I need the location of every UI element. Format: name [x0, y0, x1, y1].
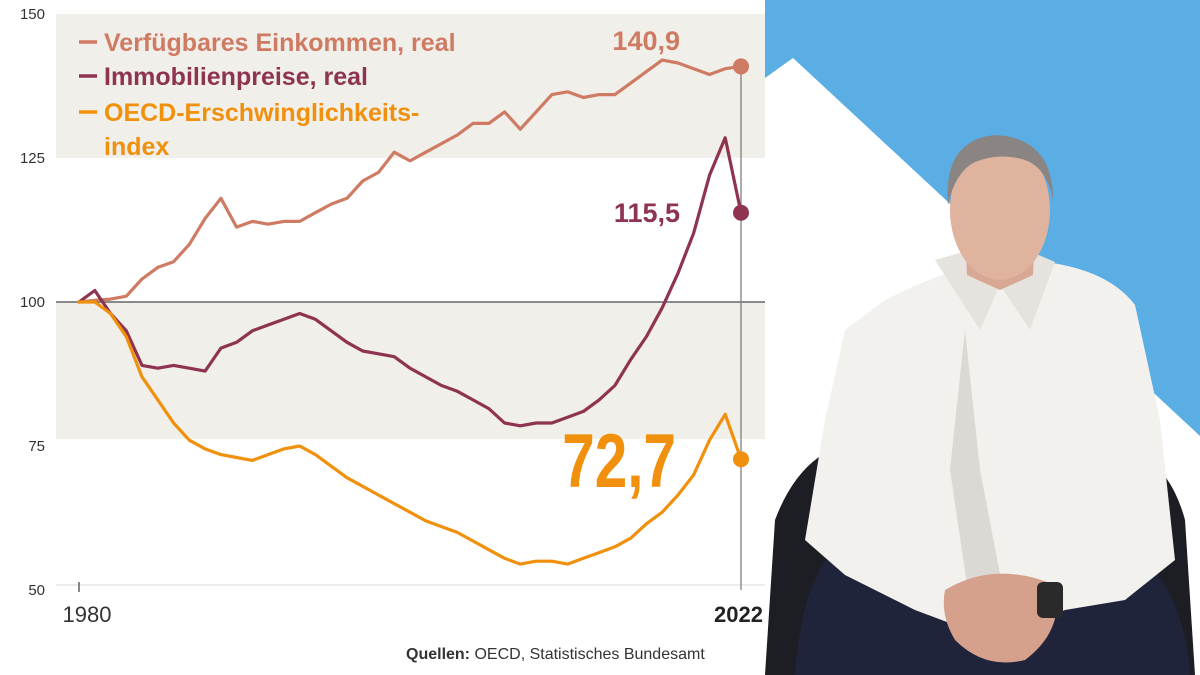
y-tick-label: 100 [20, 294, 45, 311]
series-line-0 [77, 58, 743, 304]
end-value-label-0: 140,9 [612, 26, 680, 56]
chart-panel: 50 75 100 125 150 1980 2022 Verfügbares Einkom… [19, 6, 765, 664]
shirt [805, 259, 1175, 640]
legend-entry-0: Verfügbares Einkommen, real [104, 29, 456, 57]
series-line-2 [77, 300, 743, 566]
series-line-1 [77, 136, 743, 428]
watch [1037, 582, 1063, 618]
endpoint-marker-0 [733, 58, 749, 75]
hands [943, 573, 1057, 663]
end-value-label-2: 72,7 [562, 420, 676, 504]
person-figure [795, 135, 1190, 675]
endpoint-marker-2 [733, 451, 749, 468]
face [950, 140, 1050, 280]
y-tick-label: 50 [28, 582, 45, 599]
legend-entry-1: Immobilienpreise, real [104, 63, 368, 91]
legend-entry-2: index [104, 133, 169, 161]
portrait-photo [765, 0, 1200, 675]
x-tick-label-start: 1980 [63, 602, 112, 627]
y-tick-label: 125 [20, 150, 45, 167]
legend-entry-2: OECD-Erschwinglichkeits- [104, 99, 419, 127]
y-tick-label: 75 [28, 438, 45, 455]
source-text: OECD, Statistisches Bundesamt [470, 646, 705, 663]
shirt-shadow [950, 330, 1005, 605]
x-tick-label-end: 2022 [714, 602, 763, 627]
hair [947, 135, 1053, 205]
source-note: Quellen: OECD, Statistisches Bundesamt [406, 646, 705, 664]
source-label: Quellen: [406, 646, 471, 663]
end-value-label-1: 115,5 [614, 198, 680, 228]
endpoint-marker-1 [733, 204, 749, 221]
line-chart: 50 75 100 125 150 1980 2022 Verfügbares Einkom… [20, 6, 765, 627]
shaded-band-top [56, 14, 765, 158]
y-tick-label: 150 [20, 6, 45, 23]
shaded-band-bottom [56, 302, 765, 439]
